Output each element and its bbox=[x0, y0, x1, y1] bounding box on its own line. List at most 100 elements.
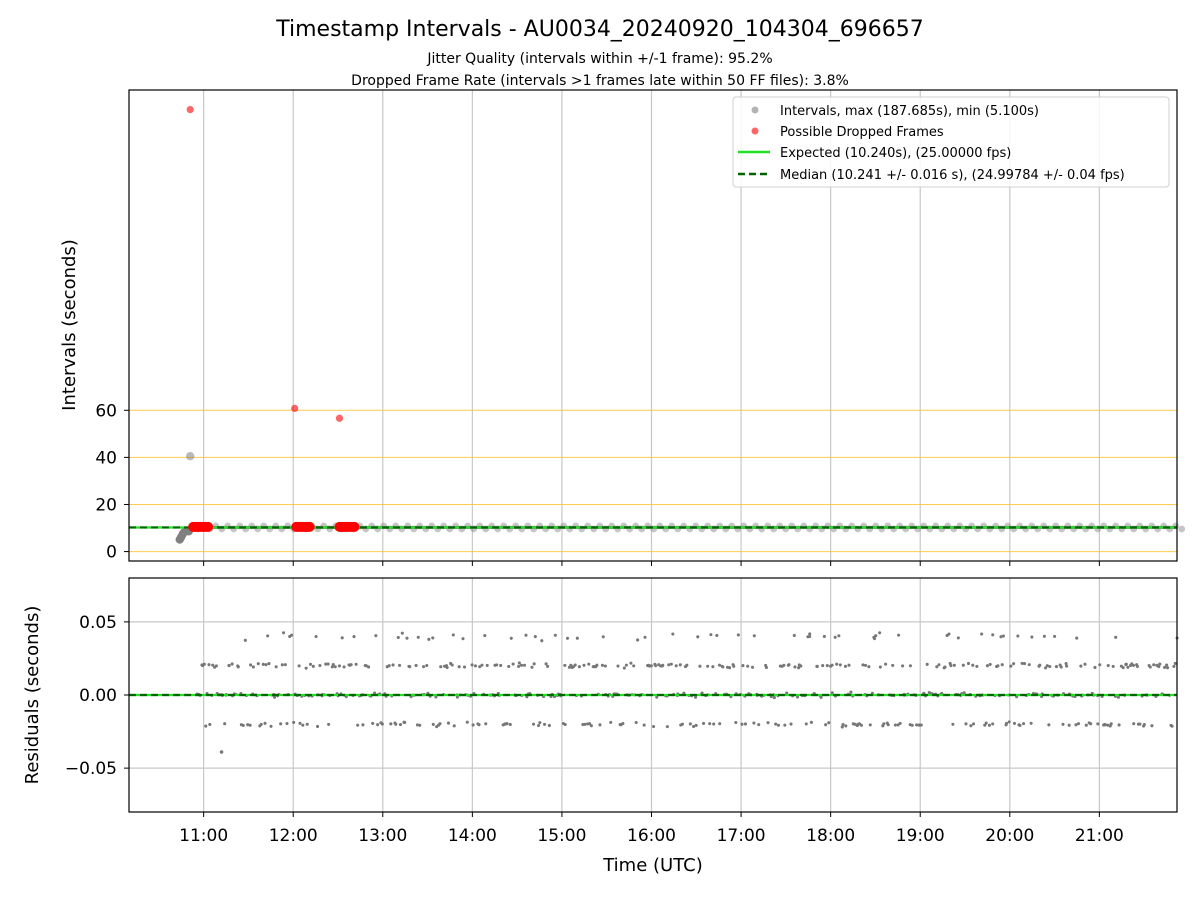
intervals-ytick-label-40: 40 bbox=[95, 448, 117, 468]
residual-point bbox=[804, 722, 808, 726]
residual-point bbox=[1121, 666, 1125, 670]
residual-point bbox=[398, 663, 402, 667]
residual-point bbox=[1138, 722, 1142, 726]
residual-point bbox=[937, 663, 941, 667]
residual-point bbox=[819, 695, 823, 699]
residual-point bbox=[352, 635, 356, 639]
residual-point bbox=[598, 723, 602, 727]
residual-point bbox=[1170, 724, 1174, 728]
residual-point bbox=[394, 722, 398, 726]
residual-point bbox=[425, 664, 429, 668]
residual-point bbox=[595, 663, 599, 667]
residual-point bbox=[243, 638, 247, 642]
intervals-panel: 0 20 40 60 bbox=[95, 89, 1186, 566]
residual-point bbox=[962, 691, 966, 695]
residual-point bbox=[308, 662, 313, 666]
residual-point bbox=[342, 665, 346, 669]
residual-point bbox=[694, 723, 698, 727]
residual-point bbox=[708, 722, 712, 726]
residual-point bbox=[290, 633, 294, 637]
residual-point bbox=[374, 634, 378, 638]
residual-point bbox=[624, 663, 628, 667]
residual-point bbox=[884, 662, 888, 666]
residual-point bbox=[532, 722, 536, 726]
chart-legend: Intervals, max (187.685s), min (5.100s) P… bbox=[732, 96, 1170, 188]
residual-point bbox=[1018, 723, 1022, 727]
residual-point bbox=[844, 724, 848, 728]
residual-point bbox=[878, 665, 882, 669]
residual-point bbox=[450, 663, 454, 667]
residual-point bbox=[1111, 664, 1115, 668]
residual-point bbox=[511, 662, 515, 666]
residual-point bbox=[886, 723, 890, 727]
residual-point bbox=[1007, 720, 1011, 724]
residual-point bbox=[815, 664, 819, 668]
residual-point bbox=[734, 721, 738, 725]
residual-point bbox=[774, 722, 778, 726]
residual-point bbox=[1053, 634, 1057, 638]
residual-point bbox=[524, 633, 528, 637]
residual-point bbox=[1001, 634, 1005, 638]
residual-point bbox=[1065, 664, 1069, 668]
residual-point bbox=[445, 665, 449, 670]
residual-point bbox=[698, 664, 702, 668]
residual-point bbox=[1157, 665, 1161, 669]
residuals-axes-frame bbox=[128, 577, 1178, 813]
residual-point bbox=[988, 662, 992, 666]
residual-point bbox=[783, 723, 787, 727]
residual-point bbox=[314, 634, 318, 639]
residual-point bbox=[517, 661, 521, 665]
residual-point bbox=[1126, 665, 1130, 669]
residual-point bbox=[279, 722, 283, 726]
residual-point bbox=[897, 633, 901, 637]
residual-point bbox=[367, 665, 371, 669]
residual-point bbox=[485, 663, 489, 667]
residual-point bbox=[389, 722, 393, 726]
residual-point bbox=[403, 720, 407, 725]
interval-point bbox=[186, 452, 195, 461]
residual-point bbox=[840, 725, 844, 729]
legend-label-3: Median (10.241 +/- 0.016 s), (24.99784 +… bbox=[780, 168, 1125, 183]
residual-point bbox=[387, 664, 391, 668]
residual-point bbox=[508, 722, 512, 727]
residual-point bbox=[636, 638, 640, 642]
residual-point bbox=[785, 691, 789, 695]
residual-point bbox=[868, 723, 872, 727]
residual-point bbox=[717, 663, 722, 667]
y-axis-label-residuals: Residuals (seconds) bbox=[22, 606, 43, 785]
residual-point bbox=[947, 632, 951, 636]
residual-point bbox=[563, 663, 567, 667]
residual-point bbox=[1044, 666, 1048, 670]
residual-point bbox=[671, 632, 675, 636]
residual-point bbox=[207, 663, 211, 667]
residual-point bbox=[632, 664, 636, 668]
residual-point bbox=[891, 663, 895, 667]
residual-point bbox=[827, 721, 831, 725]
residual-point bbox=[280, 663, 284, 667]
residual-point bbox=[711, 665, 715, 669]
residual-point bbox=[793, 665, 797, 669]
residual-point bbox=[573, 663, 577, 667]
residual-point bbox=[304, 666, 308, 670]
residual-point bbox=[667, 663, 671, 667]
residual-point bbox=[643, 635, 647, 639]
residual-point bbox=[380, 722, 384, 726]
residual-point bbox=[741, 664, 745, 668]
interval-point bbox=[1178, 525, 1186, 533]
residual-point bbox=[376, 723, 380, 727]
residual-point bbox=[1012, 662, 1016, 666]
legend-box bbox=[732, 96, 1170, 188]
residual-point bbox=[283, 663, 287, 667]
residual-point bbox=[764, 665, 768, 670]
residual-point bbox=[326, 662, 330, 666]
residual-point bbox=[795, 695, 800, 699]
residual-point bbox=[1135, 664, 1139, 668]
intervals-ytick-label-0: 0 bbox=[106, 543, 117, 563]
residual-point bbox=[532, 662, 536, 666]
residual-point bbox=[227, 663, 231, 667]
residual-point bbox=[1020, 661, 1024, 665]
residual-point bbox=[530, 665, 534, 669]
residual-point bbox=[837, 634, 841, 638]
residual-point bbox=[371, 721, 375, 725]
residual-point bbox=[264, 663, 268, 667]
